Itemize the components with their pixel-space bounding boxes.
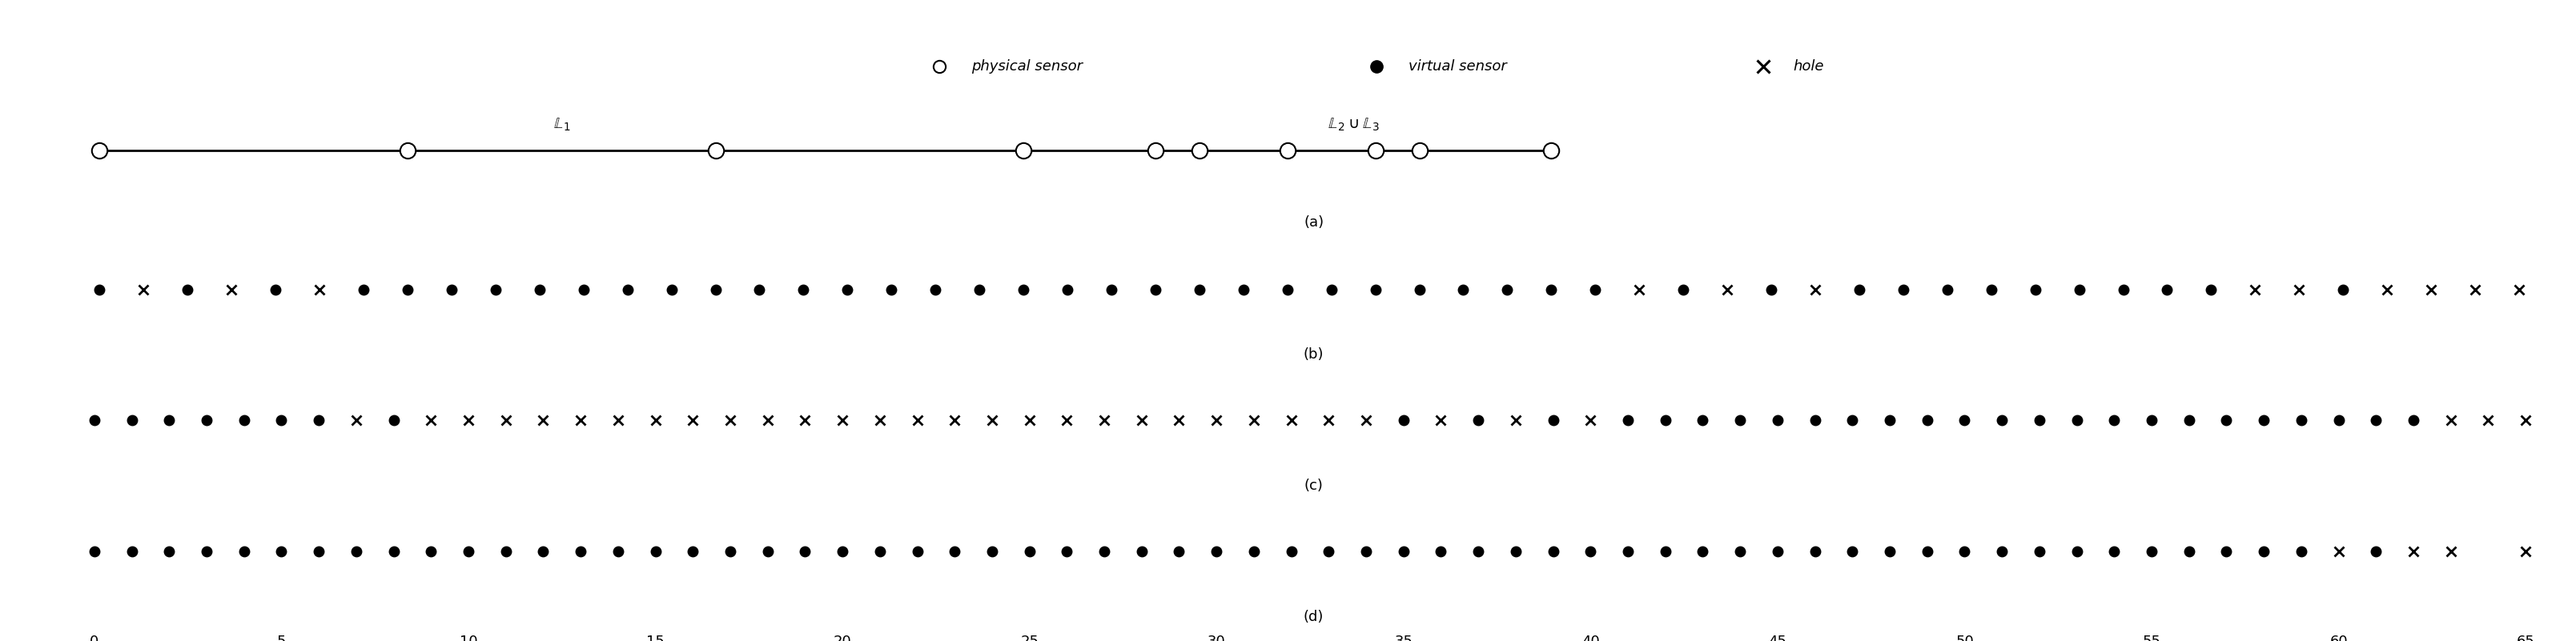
Text: hole: hole [1793,59,1824,73]
Text: physical sensor: physical sensor [971,59,1082,73]
Text: (b): (b) [1303,347,1324,362]
Text: virtual sensor: virtual sensor [1409,59,1507,73]
Text: (d): (d) [1303,610,1324,624]
Text: (c): (c) [1303,479,1324,493]
Text: $\mathbb{L}_2 \cup \mathbb{L}_3$: $\mathbb{L}_2 \cup \mathbb{L}_3$ [1327,117,1378,133]
Text: $\mathbb{L}_1$: $\mathbb{L}_1$ [554,117,569,133]
Text: (a): (a) [1303,215,1324,230]
